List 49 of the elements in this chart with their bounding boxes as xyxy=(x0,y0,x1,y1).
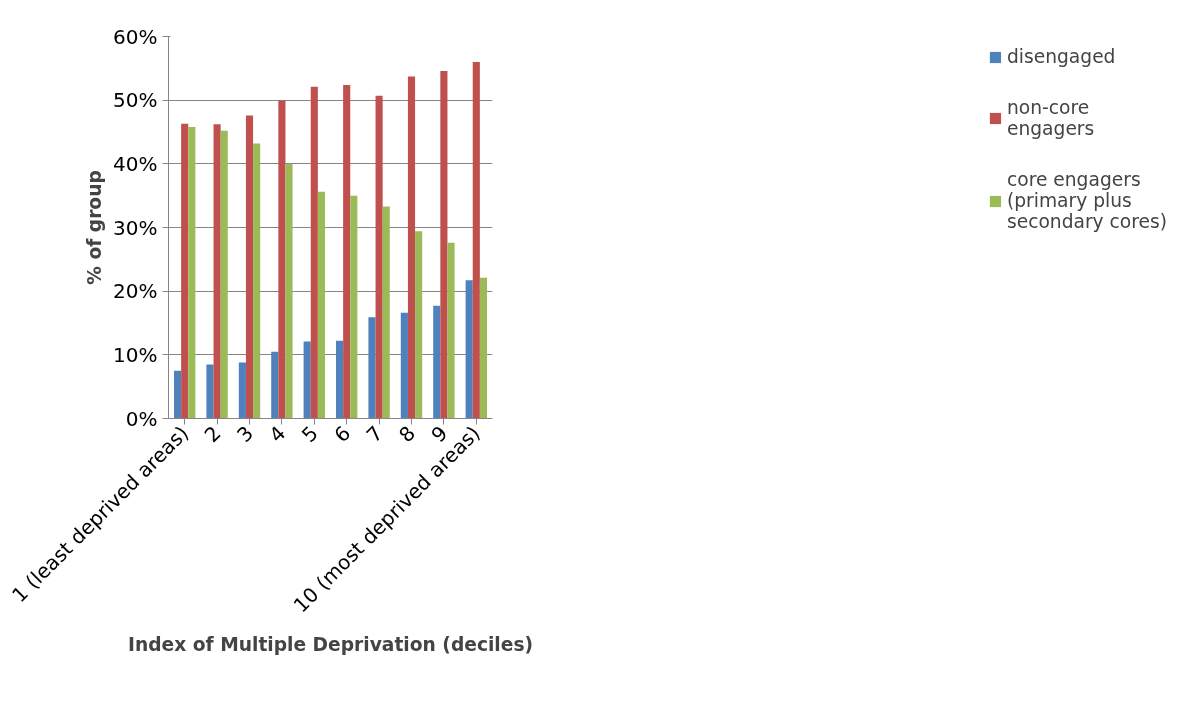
bar xyxy=(303,341,311,419)
bar xyxy=(278,100,286,419)
legend-label: core engagers (primary plus secondary cores) xyxy=(1006,169,1167,232)
bar xyxy=(174,370,182,419)
bar xyxy=(220,130,228,419)
bar xyxy=(375,95,383,419)
y-tick-label: 30% xyxy=(113,215,158,240)
x-tick-label: 2 xyxy=(199,421,226,447)
bar xyxy=(368,317,376,419)
y-tick-label: 20% xyxy=(113,279,158,304)
y-tick-label: 50% xyxy=(113,88,158,113)
bar xyxy=(382,206,390,419)
bar xyxy=(213,124,221,419)
x-axis-title: Index of Multiple Deprivation (deciles) xyxy=(127,633,534,655)
bar xyxy=(343,84,351,419)
bar xyxy=(310,86,318,419)
x-tick-label: 5 xyxy=(296,421,323,447)
bar xyxy=(188,126,196,419)
bar xyxy=(350,195,358,419)
legend-label: disengaged xyxy=(1006,46,1116,67)
bar xyxy=(238,362,246,419)
x-tick-label: 7 xyxy=(361,421,388,447)
y-tick-label: 0% xyxy=(125,406,158,431)
y-axis-title: % of group xyxy=(84,170,106,285)
bar xyxy=(253,143,261,419)
bar xyxy=(479,277,487,419)
bar xyxy=(181,123,189,419)
x-tick-label: 8 xyxy=(394,421,420,447)
bar xyxy=(285,163,293,419)
bar xyxy=(317,191,325,419)
y-tick-label: 60% xyxy=(113,24,158,49)
bar xyxy=(472,61,480,419)
x-tick-label: 3 xyxy=(232,421,258,447)
y-tick-label: 10% xyxy=(113,342,158,367)
bar xyxy=(440,70,448,419)
bar xyxy=(400,312,408,419)
bar xyxy=(447,242,455,419)
bar xyxy=(433,305,441,419)
x-tick-label: 4 xyxy=(264,421,291,447)
x-tick-label: 6 xyxy=(329,421,356,447)
legend-label: non-core engagers xyxy=(1006,97,1095,139)
bar xyxy=(465,280,473,419)
bar xyxy=(271,351,279,419)
y-tick-label: 40% xyxy=(113,151,158,176)
bar xyxy=(206,364,214,419)
bar xyxy=(245,115,254,419)
bar xyxy=(415,231,423,419)
bar xyxy=(407,76,416,419)
bar xyxy=(336,340,344,419)
